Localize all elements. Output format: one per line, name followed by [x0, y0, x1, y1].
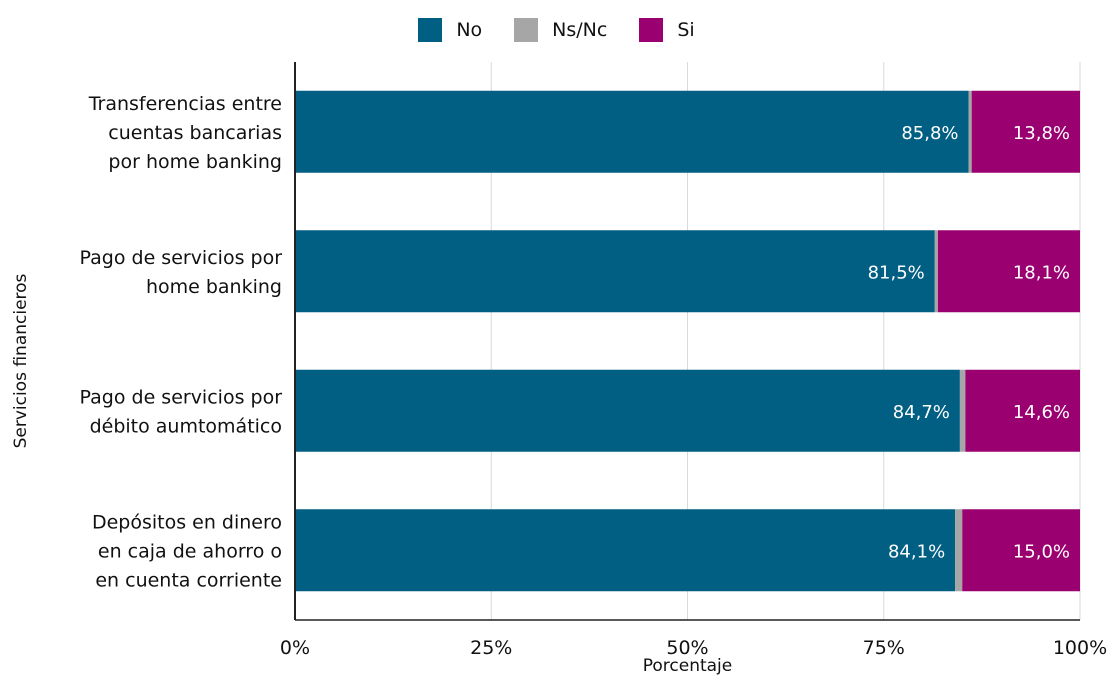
category-label: Pago de servicios por débito aumtomático	[80, 386, 283, 437]
axes	[294, 62, 1080, 621]
data-label: 15,0%	[1013, 541, 1070, 562]
x-tick-label: 0%	[280, 637, 310, 659]
bars	[295, 90, 1080, 592]
data-label: 18,1%	[1013, 262, 1070, 283]
bar-segment	[295, 509, 956, 592]
labels: 0% 25% 50% 75% 100% 85,8% 13,8% Transferencias …	[11, 93, 1107, 676]
y-axis-title: Servicios financieros	[11, 273, 31, 448]
bar-segment	[937, 230, 1080, 313]
bar-segment	[962, 509, 1080, 592]
data-label: 85,8%	[901, 123, 958, 144]
category-label: Depósitos en dinero en caja de ahorro o en…	[92, 511, 282, 591]
bar-segment	[295, 230, 935, 313]
data-label: 84,1%	[888, 541, 945, 562]
bar-segment	[968, 90, 972, 173]
bar-segment	[955, 509, 963, 592]
legend-item-si: Si	[639, 18, 695, 42]
legend-label-nsnc: Ns/Nc	[552, 19, 608, 41]
x-tick-label: 25%	[470, 637, 512, 659]
x-axis-title: Porcentaje	[643, 656, 733, 676]
category-label-line: Transferencias entre	[88, 93, 282, 115]
x-tick-label: 100%	[1053, 637, 1107, 659]
legend-label-no: No	[456, 19, 483, 41]
legend-item-nsnc: Ns/Nc	[514, 18, 607, 42]
x-tick-label: 50%	[666, 637, 708, 659]
category-label-line: home banking	[146, 276, 282, 298]
bar-segment	[959, 369, 966, 452]
category-label-line: Pago de servicios por	[80, 247, 283, 269]
category-label-line: Depósitos en dinero	[92, 511, 282, 533]
data-label: 84,7%	[893, 402, 950, 423]
category-label-line: en cuenta corriente	[95, 569, 282, 591]
legend: No Ns/Nc Si	[0, 18, 1113, 42]
legend-label-si: Si	[677, 19, 695, 41]
category-label-line: débito aumtomático	[90, 415, 282, 437]
x-tick-label: 75%	[863, 637, 905, 659]
data-label: 13,8%	[1013, 123, 1070, 144]
legend-item-no: No	[418, 18, 482, 42]
data-label: 81,5%	[868, 262, 925, 283]
bar-segment	[971, 90, 1080, 173]
legend-swatch-nsnc	[514, 18, 539, 42]
bar-segment	[965, 369, 1080, 452]
bar-segment	[295, 369, 960, 452]
category-label-line: Pago de servicios por	[80, 386, 283, 408]
category-label: Pago de servicios por home banking	[80, 247, 283, 298]
legend-swatch-si	[639, 18, 664, 42]
category-label-line: cuentas bancarias	[108, 122, 282, 144]
legend-swatch-no	[418, 18, 443, 42]
bar-segment	[295, 90, 969, 173]
category-label-line: en caja de ahorro o	[98, 540, 282, 562]
category-label: Transferencias entre cuentas bancarias por…	[88, 93, 282, 173]
category-label-line: por home banking	[108, 151, 282, 173]
bar-segment	[934, 230, 938, 313]
data-label: 14,6%	[1013, 402, 1070, 423]
